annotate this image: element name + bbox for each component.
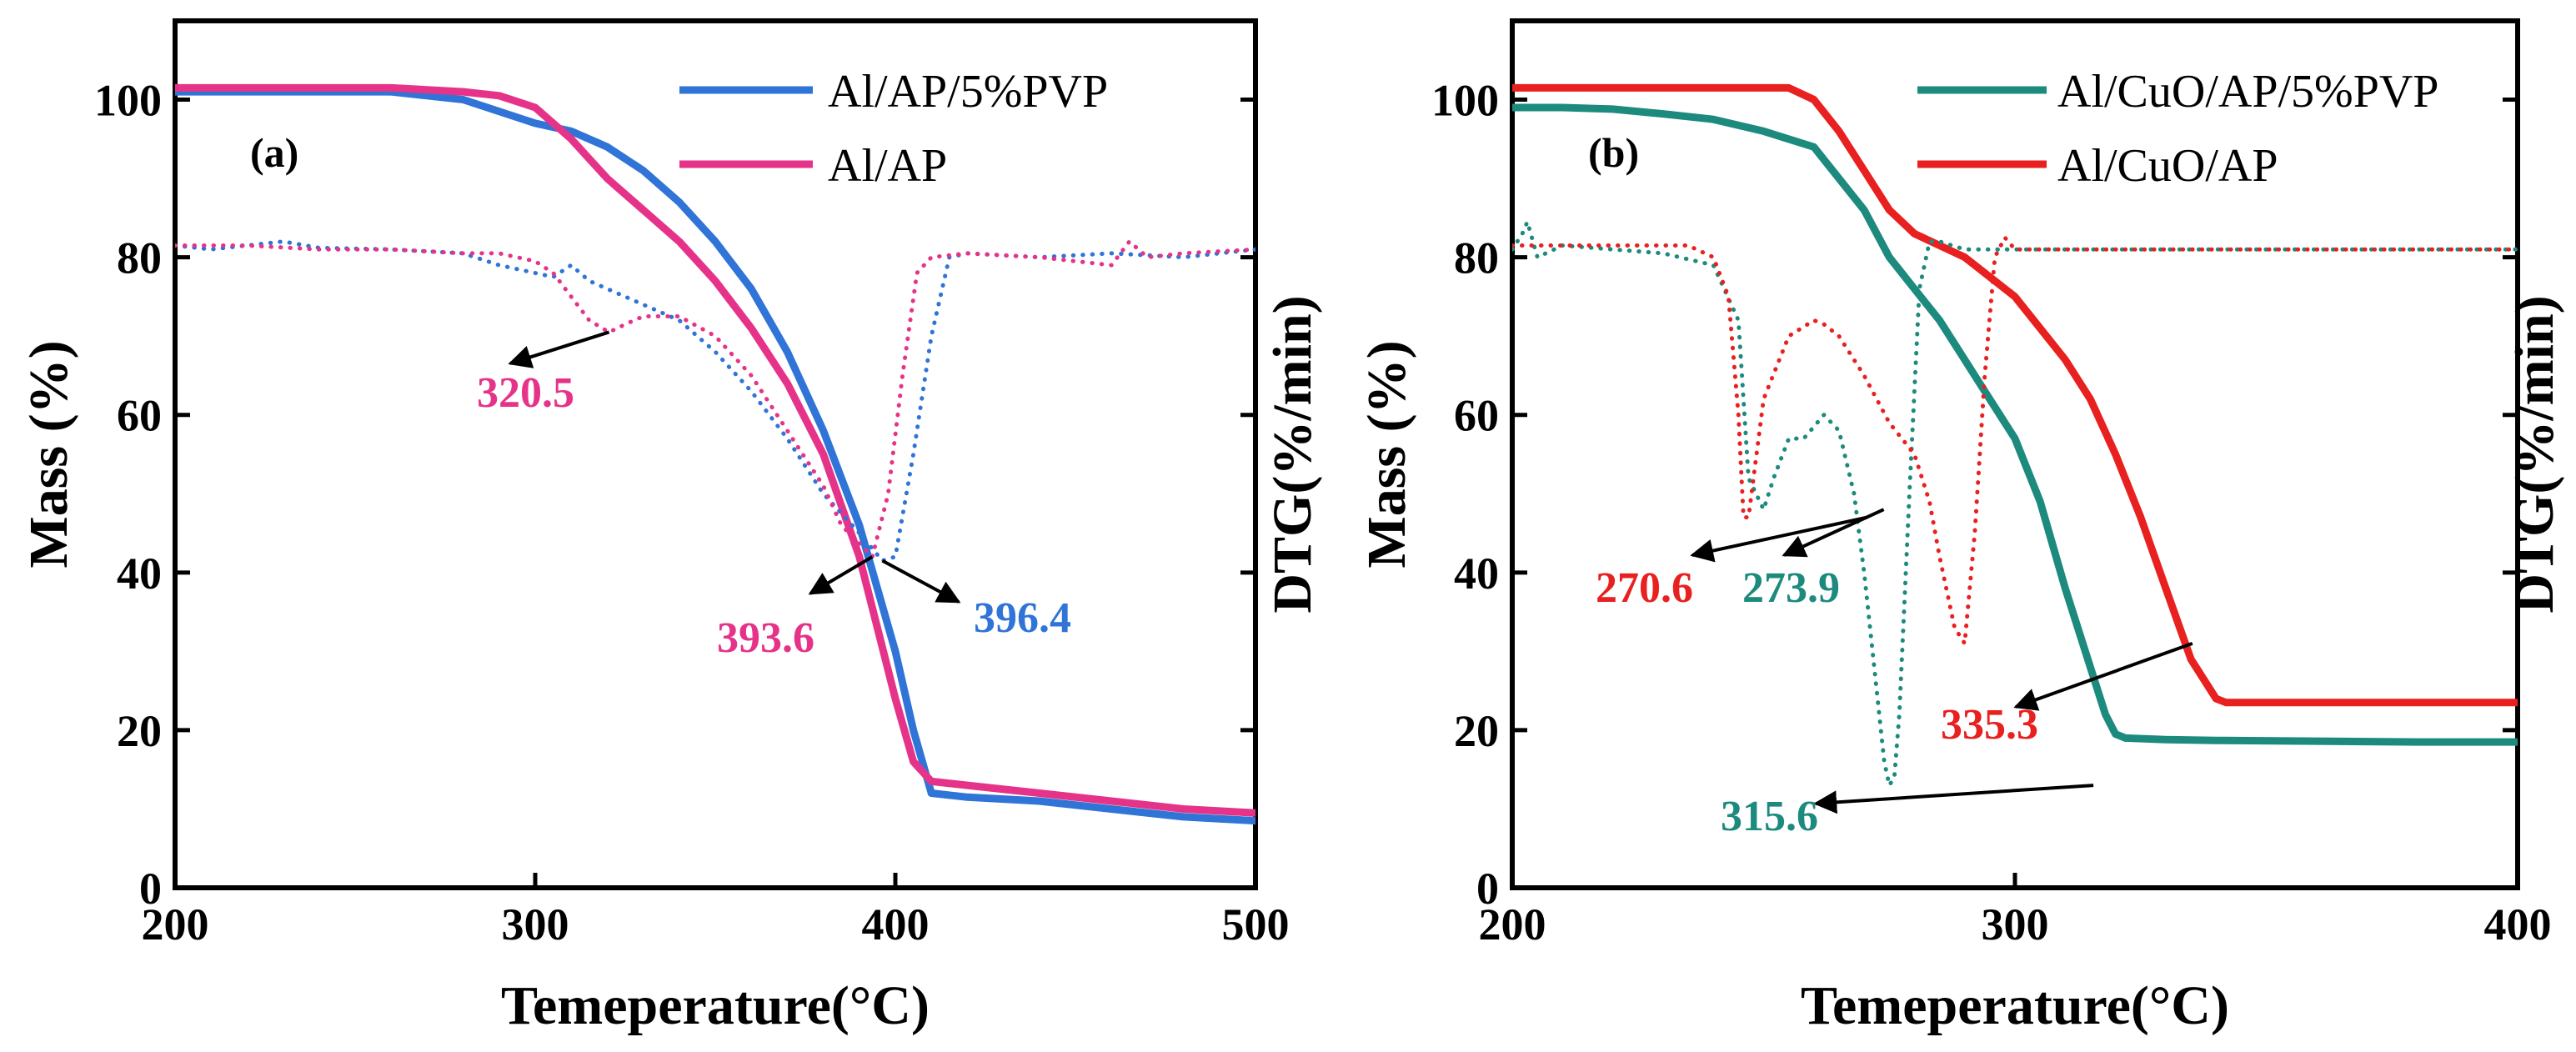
- legend-label: Al/CuO/AP: [2057, 140, 2278, 192]
- legend: Al/AP/5%PVP Al/AP: [679, 66, 1108, 192]
- peak-arrow: [1690, 515, 1868, 563]
- y-tick-label: 60: [1454, 391, 1499, 441]
- plot-frame: [1510, 18, 2520, 890]
- x-tick-label: 300: [1982, 899, 2049, 949]
- chart-panel-a: 320.5 393.6 396.4 200 300 400 500 0 20 40 60 80 100…: [18, 18, 1323, 1036]
- peak-arrow: [881, 559, 961, 604]
- dtg-series-line: [1512, 235, 2518, 646]
- peak-label: 396.4: [974, 594, 1071, 642]
- y-axis-title: Mass (%): [18, 340, 79, 568]
- x-tick-label: 400: [862, 899, 930, 949]
- legend-label: Al/CuO/AP/5%PVP: [2057, 66, 2438, 118]
- legend-label: Al/AP/5%PVP: [828, 66, 1108, 118]
- y-tick-label: 40: [117, 549, 162, 599]
- y-tick-label: 100: [1431, 76, 1499, 126]
- y-tick-label: 0: [139, 864, 162, 914]
- peak-arrow: [808, 555, 874, 595]
- x-tick-label: 400: [2484, 899, 2552, 949]
- y-tick-label: 100: [94, 76, 162, 126]
- ticks-layer: 200 300 400 500 0 20 40 60 80 100: [94, 76, 1290, 949]
- mass-series-line: [175, 88, 1255, 825]
- legend: Al/CuO/AP/5%PVP Al/CuO/AP: [1917, 66, 2438, 192]
- mass-series-line: [175, 83, 1255, 817]
- x-axis-title: Temeperature(°C): [1801, 975, 2229, 1036]
- y-tick-label: 20: [1454, 706, 1499, 756]
- y2-axis-title: DTG(%/min): [2504, 295, 2565, 613]
- annotation-layer: 320.5 393.6 396.4: [477, 330, 1071, 662]
- y-tick-label: 20: [117, 706, 162, 756]
- peak-label: 270.6: [1596, 564, 1693, 612]
- peak-arrow: [1782, 508, 1885, 558]
- chart-panel-b: 270.6 273.9 315.6 335.3 200 300 400 0 20 40 60 80 1…: [1356, 18, 2565, 1036]
- x-tick-label: 500: [1222, 899, 1290, 949]
- peak-arrow: [2013, 642, 2193, 711]
- peak-label: 273.9: [1742, 564, 1840, 612]
- x-axis-title: Temeperature(°C): [501, 975, 930, 1036]
- y-tick-label: 80: [1454, 233, 1499, 283]
- peak-label: 320.5: [477, 369, 574, 417]
- annotation-layer: 270.6 273.9 315.6 335.3: [1596, 508, 2193, 840]
- panel-label: (a): [250, 129, 298, 176]
- peak-label: 393.6: [717, 614, 814, 662]
- legend-label: Al/AP: [828, 140, 947, 192]
- y-tick-label: 80: [117, 233, 162, 283]
- peak-label: 315.6: [1721, 793, 1818, 840]
- peak-label: 335.3: [1941, 701, 2038, 749]
- series-layer: [1512, 83, 2518, 788]
- peak-arrow: [508, 330, 610, 368]
- dtg-series-line: [175, 239, 1255, 559]
- peak-arrow: [1813, 784, 2094, 814]
- x-tick-label: 200: [142, 899, 209, 949]
- panel-label: (b): [1588, 129, 1639, 176]
- ticks-layer: 200 300 400 0 20 40 60 80 100: [1431, 76, 2552, 949]
- x-tick-label: 200: [1479, 899, 1546, 949]
- mass-series-line: [1512, 103, 2518, 746]
- y2-axis-title: DTG(%/min): [1262, 295, 1323, 613]
- y-axis-title: Mass (%): [1356, 340, 1417, 568]
- plot-frame: [173, 18, 1258, 890]
- y-tick-label: 40: [1454, 549, 1499, 599]
- y-tick-label: 0: [1476, 864, 1499, 914]
- dtg-series-line: [1512, 219, 2518, 788]
- y-tick-label: 60: [117, 391, 162, 441]
- series-layer: [175, 83, 1255, 825]
- x-tick-label: 300: [502, 899, 569, 949]
- mass-series-line: [1512, 83, 2518, 707]
- dtg-series-line: [175, 239, 1255, 564]
